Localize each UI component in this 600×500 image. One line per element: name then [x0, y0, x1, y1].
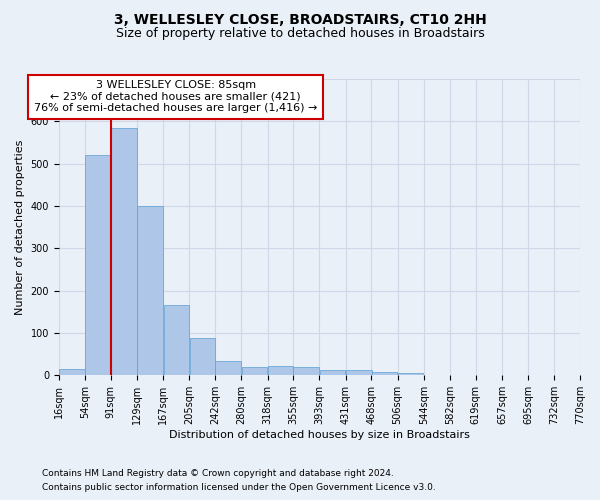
Bar	[293, 367, 319, 376]
Bar	[85, 155, 111, 376]
Bar	[242, 367, 267, 376]
Text: Size of property relative to detached houses in Broadstairs: Size of property relative to detached ho…	[116, 28, 484, 40]
Bar	[371, 372, 397, 376]
Bar	[320, 370, 346, 376]
Bar	[59, 369, 85, 376]
X-axis label: Distribution of detached houses by size in Broadstairs: Distribution of detached houses by size …	[169, 430, 470, 440]
Bar	[190, 338, 215, 376]
Bar	[398, 373, 424, 376]
Bar	[215, 362, 241, 376]
Text: Contains public sector information licensed under the Open Government Licence v3: Contains public sector information licen…	[42, 484, 436, 492]
Text: 3 WELLESLEY CLOSE: 85sqm
← 23% of detached houses are smaller (421)
76% of semi-: 3 WELLESLEY CLOSE: 85sqm ← 23% of detach…	[34, 80, 317, 114]
Text: Contains HM Land Registry data © Crown copyright and database right 2024.: Contains HM Land Registry data © Crown c…	[42, 468, 394, 477]
Bar	[346, 370, 371, 376]
Bar	[164, 306, 189, 376]
Text: 3, WELLESLEY CLOSE, BROADSTAIRS, CT10 2HH: 3, WELLESLEY CLOSE, BROADSTAIRS, CT10 2H…	[113, 12, 487, 26]
Bar	[137, 206, 163, 376]
Y-axis label: Number of detached properties: Number of detached properties	[15, 140, 25, 315]
Bar	[111, 128, 137, 376]
Bar	[268, 366, 293, 376]
